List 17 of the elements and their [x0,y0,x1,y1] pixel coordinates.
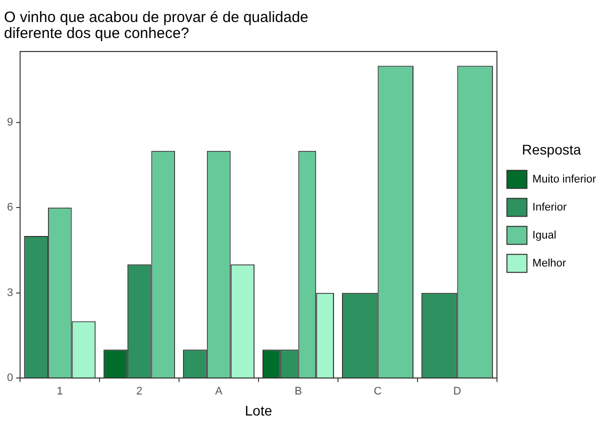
y-tick-label: 3 [6,286,14,299]
x-tick-label: 1 [56,386,63,398]
y-tick-label: 0 [6,372,14,384]
y-tick-label: 6 [6,202,14,214]
y-tick-label: 9 [6,116,14,129]
x-tick-label: D [453,386,462,398]
legend-label: Melhor [532,257,566,270]
legend-label: Muito inferior [532,173,596,186]
chart-title: O vinho que acabou de provar é de qualidade diferente dos que conhece? [4,9,308,42]
x-tick-label: 2 [136,386,142,398]
legend-label: Inferior [532,201,567,214]
x-tick-label: A [215,386,224,398]
x-axis-title: Lote [244,402,272,418]
x-tick-label: C [374,386,382,398]
legend-label: Igual [532,229,556,242]
legend-title: Resposta [522,141,582,158]
x-tick-label: B [294,386,302,398]
